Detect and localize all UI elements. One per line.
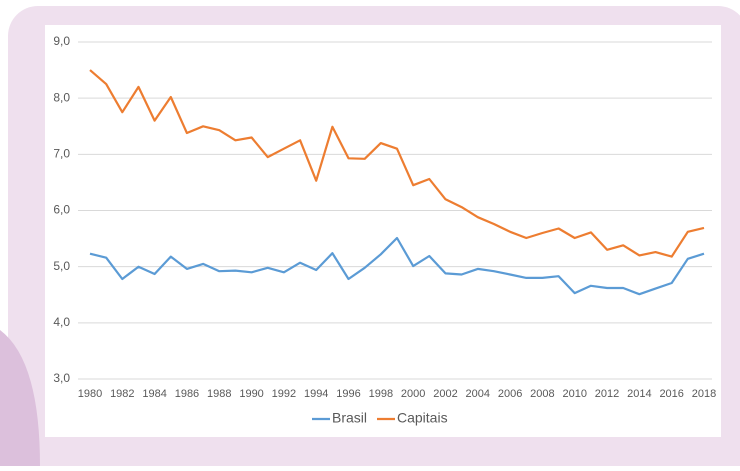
x-tick-label: 1986 bbox=[175, 388, 199, 400]
x-tick-label: 1984 bbox=[142, 388, 166, 400]
x-tick-label: 1998 bbox=[369, 388, 393, 400]
x-tick-label: 2016 bbox=[659, 388, 683, 400]
x-tick-label: 1996 bbox=[336, 388, 360, 400]
y-tick-label: 5,0 bbox=[53, 259, 70, 273]
x-tick-label: 1994 bbox=[304, 388, 328, 400]
plot-area bbox=[45, 25, 721, 437]
y-tick-label: 3,0 bbox=[53, 371, 70, 385]
x-tick-label: 2002 bbox=[433, 388, 457, 400]
x-tick-label: 2012 bbox=[595, 388, 619, 400]
x-tick-label: 1988 bbox=[207, 388, 231, 400]
x-tick-label: 2000 bbox=[401, 388, 425, 400]
x-tick-label: 2004 bbox=[466, 388, 490, 400]
x-tick-label: 2006 bbox=[498, 388, 522, 400]
x-tick-label: 2018 bbox=[692, 388, 716, 400]
legend-label: Capitais bbox=[397, 410, 448, 426]
y-tick-label: 7,0 bbox=[53, 147, 70, 161]
y-tick-label: 4,0 bbox=[53, 315, 70, 329]
x-tick-label: 1990 bbox=[239, 388, 263, 400]
x-tick-label: 2008 bbox=[530, 388, 554, 400]
x-tick-label: 1980 bbox=[78, 388, 102, 400]
y-tick-label: 9,0 bbox=[53, 34, 70, 48]
x-tick-label: 1992 bbox=[272, 388, 296, 400]
x-tick-label: 1982 bbox=[110, 388, 134, 400]
y-tick-label: 6,0 bbox=[53, 203, 70, 217]
series-line bbox=[89, 69, 705, 258]
legend-label: Brasil bbox=[332, 410, 367, 426]
x-tick-label: 2014 bbox=[627, 388, 651, 400]
x-tick-label: 2010 bbox=[562, 388, 586, 400]
y-tick-label: 8,0 bbox=[53, 90, 70, 104]
decoration bbox=[0, 330, 40, 466]
series-line bbox=[89, 236, 705, 296]
